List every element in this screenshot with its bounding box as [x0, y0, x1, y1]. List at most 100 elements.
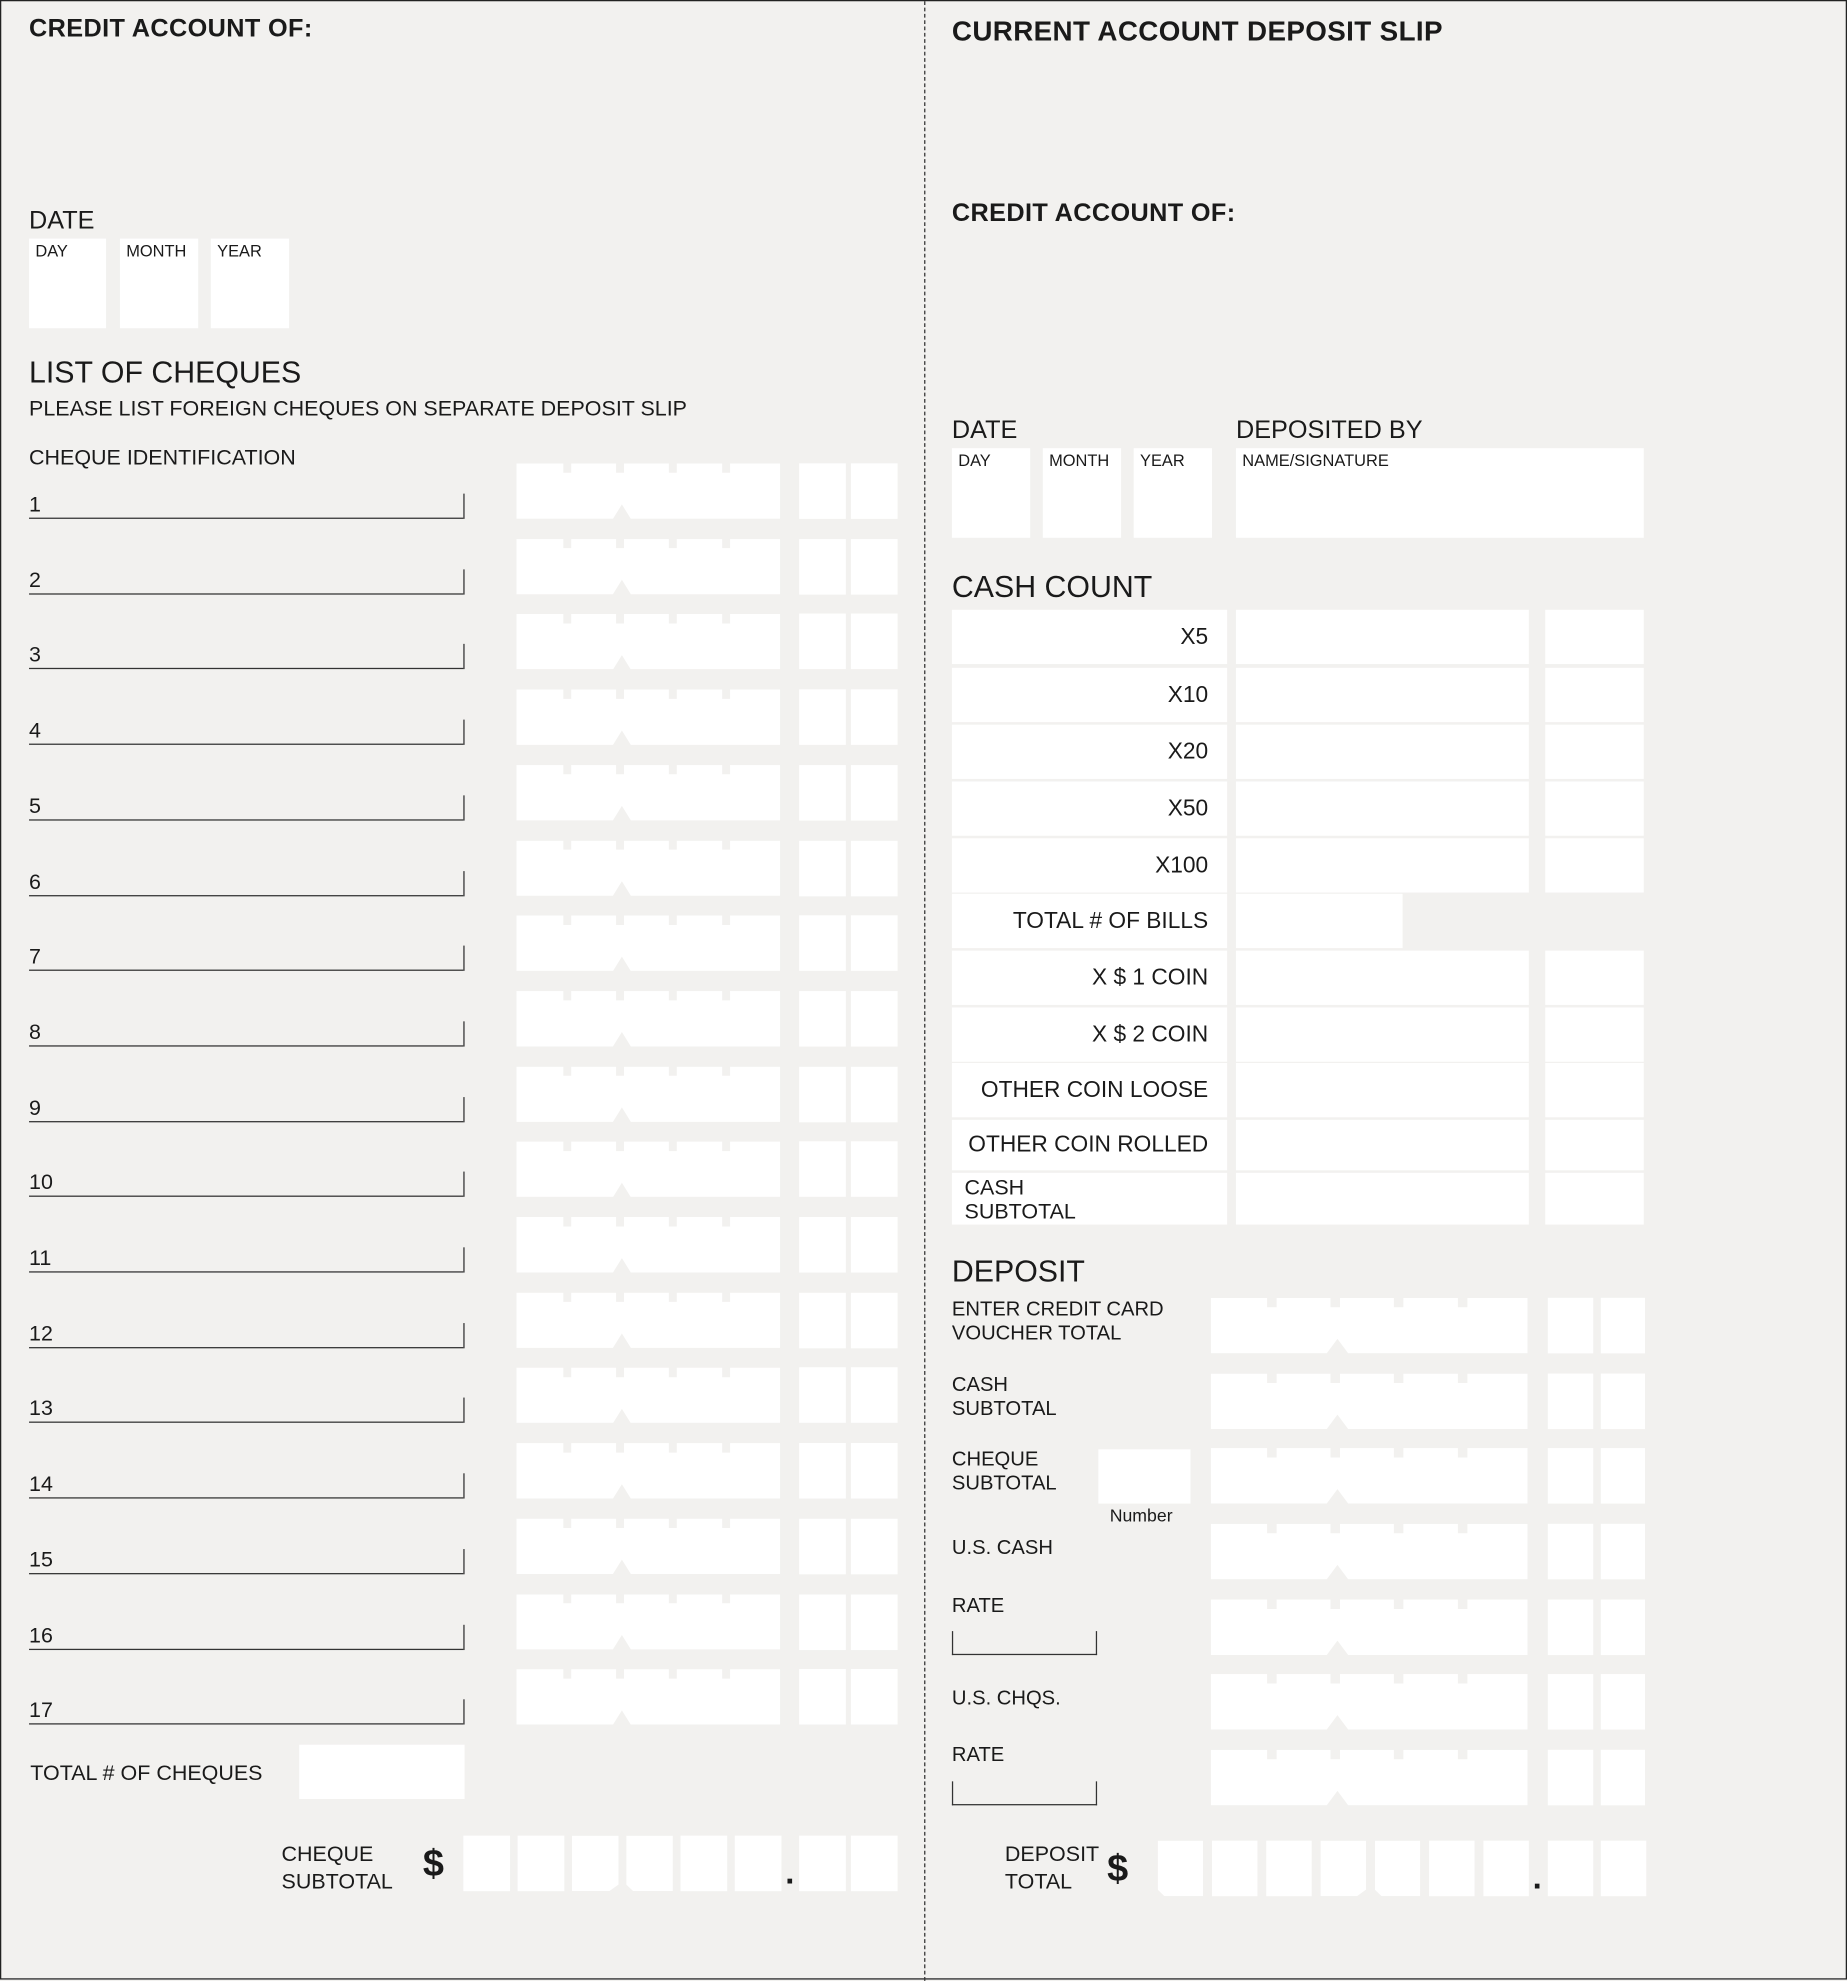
left-day-field[interactable]: DAY	[29, 238, 107, 329]
left-year-field[interactable]: YEAR	[210, 238, 290, 329]
cheque-amount-cents-digit[interactable]	[850, 689, 898, 745]
cheque-amount-dollars-field[interactable]	[516, 1518, 781, 1575]
cheque-amount-dollars-field[interactable]	[516, 1367, 781, 1424]
cash-count-quantity-field[interactable]	[1235, 667, 1529, 723]
cheque-amount-cents-digit[interactable]	[850, 764, 898, 821]
cheque-subtotal-digit-box[interactable]	[571, 1835, 619, 1892]
cheque-identification-field[interactable]	[29, 491, 465, 519]
deposit-total-digit-box[interactable]	[1266, 1840, 1312, 1897]
right-day-field[interactable]: DAY	[951, 448, 1031, 538]
deposit-amount-cents-digit[interactable]	[1547, 1523, 1594, 1580]
cash-count-quantity-field[interactable]	[1235, 1007, 1529, 1062]
deposit-amount-dollars-field[interactable]	[1210, 1674, 1528, 1730]
deposit-amount-dollars-field[interactable]	[1210, 1373, 1528, 1430]
cheque-amount-cents-digit[interactable]	[799, 1292, 846, 1348]
deposit-total-digit-box[interactable]	[1320, 1840, 1366, 1897]
cheque-identification-field[interactable]	[29, 868, 465, 896]
deposit-amount-cents-digit[interactable]	[1547, 1448, 1594, 1504]
cheque-amount-dollars-field[interactable]	[516, 915, 781, 972]
total-cheques-field[interactable]	[299, 1744, 465, 1800]
deposit-total-digit-box[interactable]	[1211, 1840, 1258, 1897]
cash-count-amount-field[interactable]	[1545, 667, 1644, 723]
cheque-amount-dollars-field[interactable]	[516, 1443, 781, 1499]
cash-count-amount-field[interactable]	[1545, 838, 1644, 893]
cheque-identification-field[interactable]	[29, 1169, 465, 1198]
cash-count-amount-field[interactable]	[1545, 781, 1644, 836]
right-month-field[interactable]: MONTH	[1042, 448, 1122, 538]
cheque-amount-dollars-field[interactable]	[516, 463, 781, 519]
cheque-amount-cents-digit[interactable]	[799, 614, 846, 670]
cheque-amount-cents-digit[interactable]	[799, 1518, 846, 1575]
cheque-amount-dollars-field[interactable]	[516, 1066, 781, 1122]
cheque-amount-cents-digit[interactable]	[850, 1141, 898, 1198]
cheque-identification-field[interactable]	[29, 1622, 465, 1650]
cheque-amount-cents-digit[interactable]	[850, 538, 898, 595]
cheque-amount-cents-digit[interactable]	[850, 1066, 898, 1122]
cheque-amount-cents-digit[interactable]	[850, 1518, 898, 1575]
cheque-amount-dollars-field[interactable]	[516, 538, 781, 595]
cheque-identification-field[interactable]	[29, 1546, 465, 1575]
deposit-amount-dollars-field[interactable]	[1210, 1448, 1528, 1504]
cash-count-quantity-field[interactable]	[1235, 1119, 1529, 1171]
deposit-amount-cents-digit[interactable]	[1547, 1297, 1594, 1354]
cheque-amount-cents-digit[interactable]	[799, 689, 846, 745]
cheque-identification-field[interactable]	[29, 1019, 465, 1047]
cheque-amount-cents-digit[interactable]	[799, 1669, 846, 1725]
cheque-identification-field[interactable]	[29, 642, 465, 670]
deposit-amount-cents-digit[interactable]	[1547, 1749, 1594, 1806]
cheque-amount-cents-digit[interactable]	[799, 990, 846, 1047]
deposit-amount-dollars-field[interactable]	[1210, 1297, 1528, 1354]
cheque-amount-dollars-field[interactable]	[516, 614, 781, 670]
cheque-amount-cents-digit[interactable]	[799, 1367, 846, 1424]
cash-count-amount-field[interactable]	[1545, 724, 1644, 779]
cheque-amount-cents-digit[interactable]	[799, 463, 846, 519]
deposit-amount-cents-digit[interactable]	[1600, 1448, 1645, 1504]
cheque-amount-dollars-field[interactable]	[516, 990, 781, 1047]
cheque-amount-cents-digit[interactable]	[799, 1066, 846, 1122]
cheque-amount-cents-digit[interactable]	[850, 1367, 898, 1424]
cheque-amount-cents-digit[interactable]	[850, 990, 898, 1047]
cheque-amount-cents-digit[interactable]	[850, 614, 898, 670]
cheque-identification-field[interactable]	[29, 1094, 465, 1122]
deposit-total-digit-box[interactable]	[1547, 1840, 1594, 1897]
cheque-identification-field[interactable]	[29, 717, 465, 745]
cash-count-quantity-field[interactable]	[1235, 781, 1529, 836]
cheque-subtotal-digit-box[interactable]	[463, 1835, 511, 1892]
left-month-field[interactable]: MONTH	[119, 238, 199, 329]
cheque-amount-dollars-field[interactable]	[516, 689, 781, 745]
cash-count-amount-field[interactable]	[1545, 609, 1644, 665]
deposit-amount-cents-digit[interactable]	[1547, 1373, 1594, 1430]
cheque-amount-cents-digit[interactable]	[850, 463, 898, 519]
cash-subtotal-field[interactable]	[1235, 1172, 1529, 1225]
cheque-identification-field[interactable]	[29, 566, 465, 595]
cheque-amount-dollars-field[interactable]	[516, 1593, 781, 1650]
cash-count-quantity-field[interactable]	[1235, 609, 1529, 665]
cheque-amount-cents-digit[interactable]	[850, 1593, 898, 1650]
deposit-amount-cents-digit[interactable]	[1600, 1297, 1645, 1354]
cash-count-amount-field[interactable]	[1545, 1007, 1644, 1062]
cash-count-quantity-field[interactable]	[1235, 950, 1529, 1005]
cheque-amount-cents-digit[interactable]	[850, 915, 898, 972]
cheque-amount-cents-digit[interactable]	[799, 915, 846, 972]
cash-count-amount-field[interactable]	[1545, 1062, 1644, 1118]
cheque-amount-cents-digit[interactable]	[850, 1292, 898, 1348]
cheque-count-field[interactable]	[1098, 1449, 1191, 1504]
cheque-identification-field[interactable]	[29, 1697, 465, 1725]
cheque-identification-field[interactable]	[29, 1245, 465, 1273]
cheque-amount-cents-digit[interactable]	[850, 1217, 898, 1273]
total-bills-field[interactable]	[1235, 893, 1403, 949]
rate-field-1[interactable]	[951, 1631, 1098, 1656]
cheque-subtotal-digit-box[interactable]	[517, 1835, 565, 1892]
cash-count-quantity-field[interactable]	[1235, 838, 1529, 893]
cheque-identification-field[interactable]	[29, 1471, 465, 1499]
cash-count-quantity-field[interactable]	[1235, 724, 1529, 779]
deposit-amount-cents-digit[interactable]	[1600, 1749, 1645, 1806]
cheque-amount-dollars-field[interactable]	[516, 1141, 781, 1198]
deposit-total-digit-box[interactable]	[1374, 1840, 1421, 1897]
cheque-identification-field[interactable]	[29, 793, 465, 821]
rate-field-2[interactable]	[951, 1781, 1098, 1806]
cheque-amount-dollars-field[interactable]	[516, 764, 781, 821]
cash-subtotal-cents-field[interactable]	[1545, 1172, 1644, 1225]
cash-count-quantity-field[interactable]	[1235, 1062, 1529, 1118]
cash-count-amount-field[interactable]	[1545, 1119, 1644, 1171]
